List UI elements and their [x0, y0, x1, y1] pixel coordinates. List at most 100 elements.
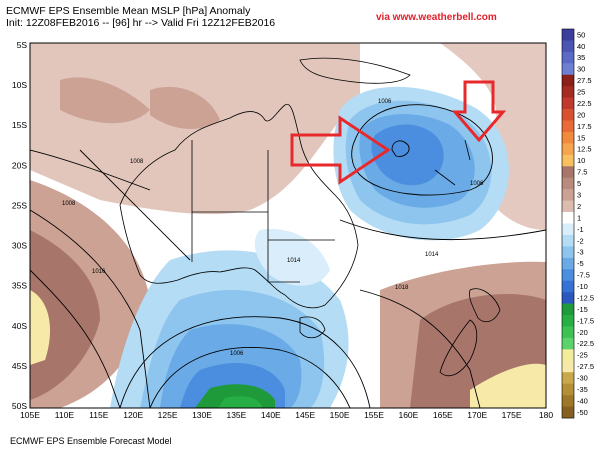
lat-label: 45S [12, 361, 27, 371]
lat-label: 15S [12, 120, 27, 130]
plot-frame [29, 42, 547, 409]
isobar-nw [30, 149, 151, 191]
tasmania-coast [299, 316, 326, 339]
isobars [30, 104, 546, 408]
colorbar-swatch [562, 315, 574, 327]
colorbar-label: 17.5 [577, 122, 592, 131]
lon-label: 130E [192, 410, 212, 420]
lat-label: 50S [12, 401, 27, 411]
colorbar-label: -50 [577, 408, 588, 417]
colorbar-label: 10 [577, 156, 585, 165]
colorbar-label: -7.5 [577, 271, 590, 280]
lon-label: 180 [539, 410, 553, 420]
colorbar-label: 3 [577, 190, 581, 199]
credit-link[interactable]: via www.weatherbell.com [376, 12, 497, 23]
state-border-nsw-vic [267, 240, 300, 283]
coastlines [119, 57, 501, 377]
colorbar-swatch [562, 372, 574, 384]
colorbar-swatch [562, 143, 574, 156]
colorbar-swatch [562, 29, 574, 41]
colorbar-label: 7.5 [577, 168, 587, 177]
isobar-label: 1014 [425, 252, 439, 258]
new-guinea-coast [299, 57, 411, 84]
colorbar-label: -22.5 [577, 339, 594, 348]
colorbar-swatch [562, 257, 574, 270]
colorbar-swatch [562, 406, 574, 419]
lat-label: 35S [12, 281, 27, 291]
isobar-low-ne-outer [351, 104, 493, 196]
colorbar-label: -12.5 [577, 293, 594, 302]
colorbar-swatch [562, 189, 574, 201]
latitude-labels: 5S 10S 15S 20S 25S 30S 35S 40S 45S 50S [12, 40, 27, 411]
colorbar-label: -25 [577, 351, 588, 360]
colorbar-label: 22.5 [577, 99, 592, 108]
colorbar-label: 25 [577, 88, 585, 97]
colorbar-swatch [562, 234, 574, 247]
colorbar-swatch [562, 166, 574, 179]
lon-label: 175E [502, 410, 522, 420]
arrow-west-of-low [290, 115, 391, 185]
isobar-label: 1016 [92, 269, 106, 275]
colorbar-label: -35 [577, 385, 588, 394]
colorbar-label: 30 [577, 65, 585, 74]
colorbar-label: 20 [577, 110, 585, 119]
colorbar-label: -30 [577, 374, 588, 383]
lat-label: 5S [17, 40, 28, 50]
longitude-labels: 105E 110E 115E 120E 125E 130E 135E 140E 145E 150E… [20, 410, 553, 420]
isobar-label: 1006 [230, 351, 244, 357]
lat-label: 10S [12, 80, 27, 90]
colorbar-swatch [562, 154, 574, 167]
colorbar-label: 50 [577, 30, 585, 39]
lon-label: 105E [20, 410, 40, 420]
colorbar-label: 15 [577, 133, 585, 142]
colorbar-swatch [562, 280, 574, 293]
new-caledonia-coast [434, 169, 456, 186]
isobar-label: 1018 [395, 285, 409, 291]
colorbar-swatch [562, 63, 574, 76]
colorbar-swatch [562, 51, 574, 64]
lat-label: 40S [12, 321, 27, 331]
lat-label: 25S [12, 200, 27, 210]
map-subtitle: Init: 12Z08FEB2016 -- [96] hr --> Valid … [6, 17, 276, 29]
colorbar-label: 12.5 [577, 145, 592, 154]
lon-label: 145E [295, 410, 315, 420]
colorbar-label: -40 [577, 396, 588, 405]
isobar-label: 1006 [470, 181, 484, 187]
colorbar-label: -27.5 [577, 362, 594, 371]
colorbar-swatch [562, 349, 574, 362]
colorbar-swatch [562, 326, 574, 339]
colorbar-swatch [562, 383, 574, 396]
colorbar-label: 2 [577, 202, 581, 211]
colorbar-swatch [562, 360, 574, 373]
isobar-1014-sw [79, 149, 191, 261]
arrows [290, 80, 507, 185]
isobar-label: 1014 [287, 258, 301, 264]
colorbar-swatch [562, 223, 574, 236]
colorbar-swatch [562, 97, 574, 110]
colorbar-label: 35 [577, 53, 585, 62]
colorbar-label: -15 [577, 305, 588, 314]
lon-label: 120E [123, 410, 143, 420]
lat-label: 30S [12, 241, 27, 251]
lon-label: 140E [261, 410, 281, 420]
colorbar-swatch [562, 86, 574, 98]
colorbar-swatch [562, 269, 574, 282]
colorbar-label: -5 [577, 259, 584, 268]
colorbar-label: 40 [577, 42, 585, 51]
colorbar-label: -2 [577, 236, 584, 245]
australia-coast [119, 103, 359, 309]
isobar-1010-south [119, 316, 371, 408]
isobar-1014-ne [339, 219, 546, 241]
lon-label: 165E [433, 410, 453, 420]
colorbar-swatch [562, 246, 574, 259]
colorbar-swatch [562, 200, 574, 213]
colorbar-label: -1 [577, 225, 584, 234]
isobar-1016-sw [30, 209, 151, 408]
colorbar-swatch [562, 109, 574, 121]
isobar-low-ne [391, 140, 410, 157]
colorbar-swatch [562, 303, 574, 316]
isobar-label: 1006 [378, 99, 392, 105]
lon-label: 155E [364, 410, 384, 420]
vanuatu-coast [464, 139, 471, 161]
